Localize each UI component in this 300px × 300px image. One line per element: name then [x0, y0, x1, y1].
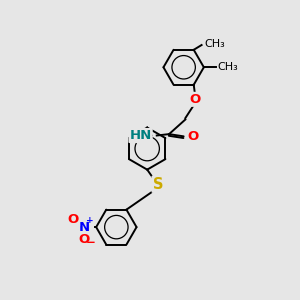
Text: O: O — [68, 213, 79, 226]
Text: O: O — [190, 93, 201, 106]
Text: HN: HN — [129, 129, 152, 142]
Text: −: − — [85, 236, 95, 249]
Text: +: + — [86, 216, 94, 225]
Text: O: O — [79, 233, 90, 246]
Text: CH₃: CH₃ — [218, 62, 238, 72]
Text: O: O — [187, 130, 198, 143]
Text: CH₃: CH₃ — [204, 39, 225, 49]
Text: S: S — [153, 177, 163, 192]
Text: N: N — [79, 220, 90, 234]
